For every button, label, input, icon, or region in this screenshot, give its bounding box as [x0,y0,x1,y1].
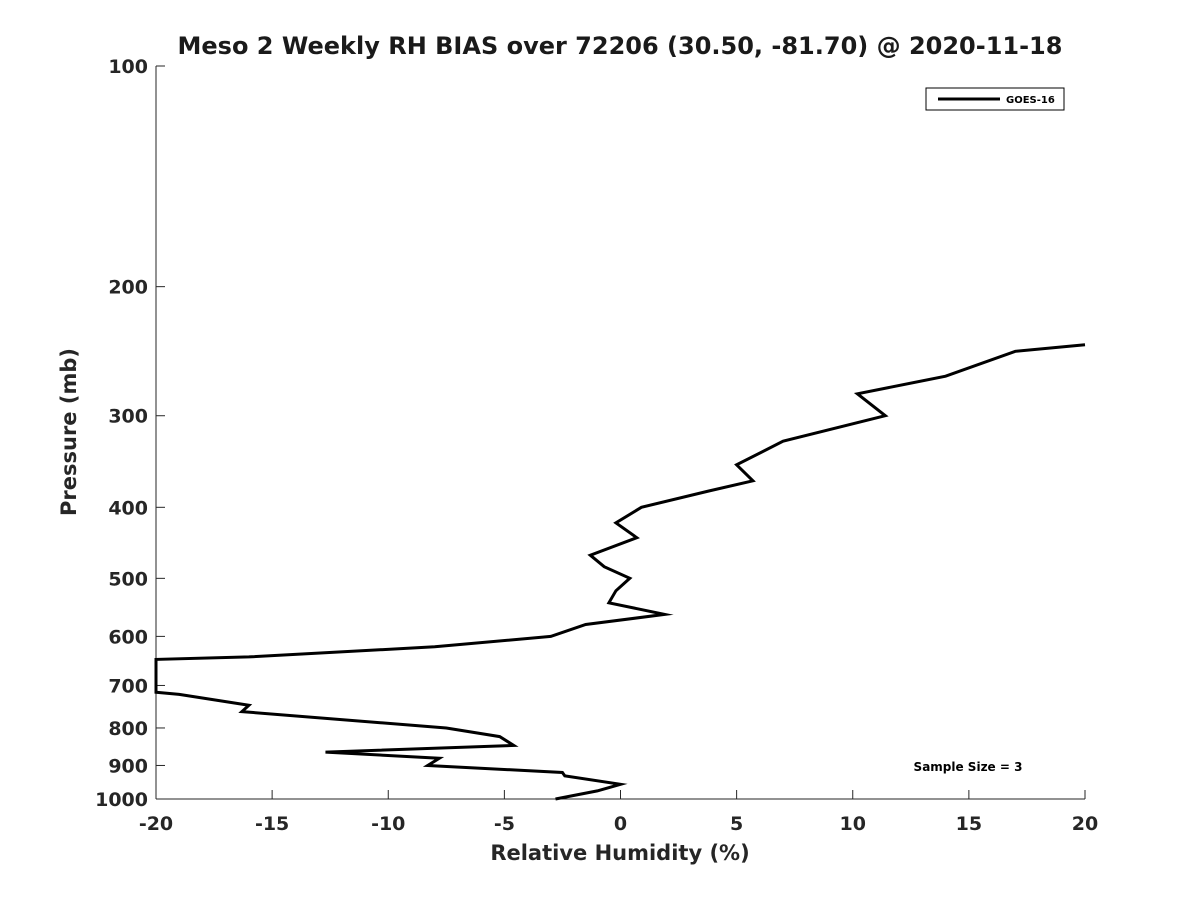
y-tick-label: 500 [108,568,148,590]
y-tick-label: 600 [108,626,148,648]
legend-label-goes-16: GOES-16 [1006,95,1055,106]
y-tick-label: 100 [108,56,148,78]
y-tick-label: 800 [108,718,148,740]
series-layer [154,343,1086,801]
x-tick-label: 15 [956,813,982,835]
x-tick-label: -5 [494,813,515,835]
y-tick-label: 200 [108,277,148,299]
x-tick-label: -10 [371,813,405,835]
x-axis-ticks: -20 -15 -10 -5 0 5 10 15 20 [139,790,1098,835]
y-tick-label: 900 [108,755,148,777]
x-tick-label: 20 [1072,813,1098,835]
y-tick-label: 400 [108,497,148,519]
chart-title: Meso 2 Weekly RH BIAS over 72206 (30.50,… [178,32,1063,60]
x-tick-label: 5 [730,813,743,835]
y-tick-label: 700 [108,675,148,697]
legend: GOES-16 [925,87,1065,111]
x-tick-label: -15 [255,813,289,835]
sample-size-annotation: Sample Size = 3 [914,760,1023,774]
x-tick-label: -20 [139,813,173,835]
y-tick-label: 1000 [95,789,148,811]
x-tick-label: 10 [840,813,866,835]
y-axis-ticks: 100 200 300 400 500 600 700 800 900 1000 [95,56,165,811]
x-tick-label: 0 [614,813,627,835]
y-tick-label: 300 [108,406,148,428]
x-axis-label: Relative Humidity (%) [490,841,749,865]
series-line-goes-16 [154,343,1086,801]
y-axis-label: Pressure (mb) [57,348,81,516]
